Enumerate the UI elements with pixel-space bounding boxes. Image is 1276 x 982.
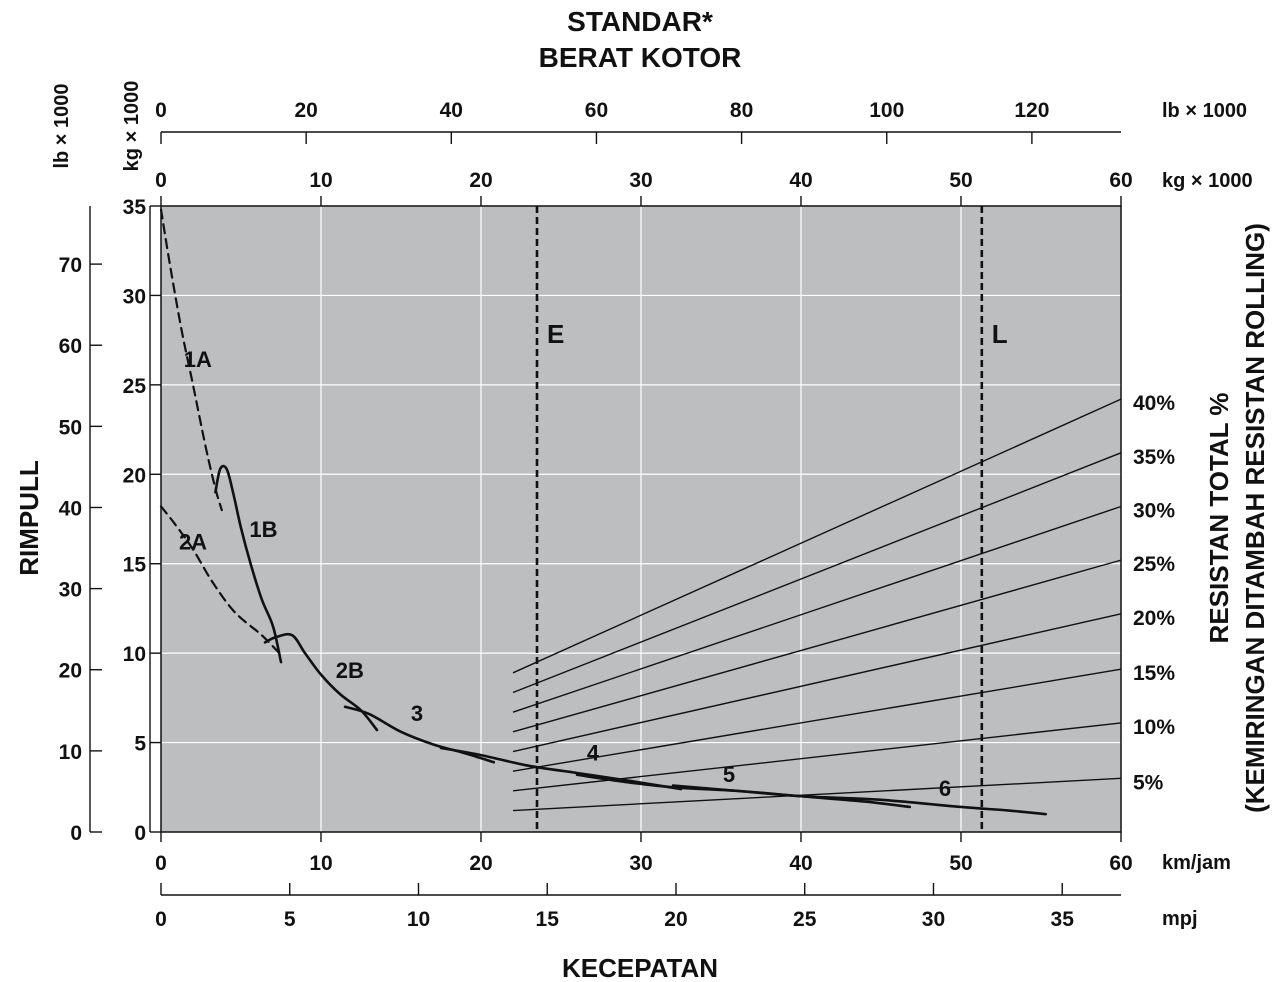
lb-unit-left-label: lb × 1000: [51, 83, 73, 168]
gear-curve-label-2A: 2A: [179, 529, 207, 554]
y-lb-tick-label: 10: [59, 741, 82, 764]
y-lb-tick-label: 0: [70, 822, 82, 845]
resistance-line-5pct: [512, 777, 1122, 812]
top-lb-unit-label: lb × 1000: [1162, 100, 1247, 122]
gear-curve-label-2B: 2B: [336, 658, 364, 683]
x-mph-tick-label: 25: [793, 908, 817, 931]
y-kg-tick-label: 35: [123, 196, 147, 219]
resistance-label-40pct: 40%: [1133, 392, 1175, 415]
top-kg-tick-label: 40: [789, 169, 812, 192]
top-lb-tick-label: 120: [1014, 99, 1049, 122]
resistance-label-30pct: 30%: [1133, 499, 1175, 522]
y-kg-tick-label: 25: [123, 375, 147, 398]
right-axis-label-1: RESISTAN TOTAL %: [1204, 393, 1234, 644]
y-kg-tick-label: 0: [134, 822, 146, 845]
y-kg-tick-label: 30: [123, 285, 146, 308]
x-kmh-tick-label: 40: [789, 852, 812, 875]
gear-curve-3: [343, 705, 496, 764]
y-lb-tick-label: 70: [59, 254, 82, 277]
top-lb-tick-label: 100: [869, 99, 904, 122]
gear-curve-label-4: 4: [587, 740, 600, 765]
x-kmh-tick-label: 20: [469, 852, 492, 875]
resistance-line-25pct: [512, 559, 1122, 733]
x-mph-tick-label: 5: [284, 908, 296, 931]
resistance-line-35pct: [512, 452, 1122, 694]
y-kg-tick-label: 15: [123, 554, 147, 577]
y-kg-tick-label: 20: [123, 464, 146, 487]
x-kmh-tick-label: 50: [949, 852, 972, 875]
y-lb-tick-label: 50: [59, 416, 82, 439]
top-lb-tick-label: 0: [155, 99, 167, 122]
x-kmh-tick-label: 60: [1109, 852, 1132, 875]
gear-curve-label-5: 5: [723, 762, 735, 787]
resistance-label-25pct: 25%: [1133, 553, 1175, 576]
gear-curve-label-1B: 1B: [249, 517, 277, 542]
gear-curve-6: [671, 784, 1048, 816]
y-lb-tick-label: 30: [59, 579, 82, 602]
resistance-label-10pct: 10%: [1133, 716, 1175, 739]
x-mph-tick-label: 20: [664, 908, 687, 931]
gear-curve-label-6: 6: [939, 776, 951, 801]
x-mph-tick-label: 35: [1051, 908, 1075, 931]
kg-unit-left-label: kg × 1000: [121, 81, 143, 172]
y-lb-tick-label: 20: [59, 660, 82, 683]
y-lb-tick-label: 60: [59, 335, 82, 358]
top-lb-tick-label: 80: [730, 99, 753, 122]
x-mph-tick-label: 15: [536, 908, 560, 931]
resistance-label-20pct: 20%: [1133, 607, 1175, 630]
right-axis-label-2: (KEMIRINGAN DITAMBAH RESISTAN ROLLING): [1240, 223, 1270, 813]
weight-line-label-L: L: [992, 319, 1008, 349]
top-kg-unit-label: kg × 1000: [1162, 170, 1253, 192]
top-kg-tick-label: 60: [1109, 169, 1132, 192]
gear-curve-4: [439, 746, 683, 791]
resistance-line-20pct: [512, 613, 1122, 753]
resistance-label-15pct: 15%: [1133, 662, 1175, 685]
x-kmh-tick-label: 30: [629, 852, 652, 875]
y-lb-tick-label: 40: [59, 497, 82, 520]
mph-unit-label: mpj: [1162, 908, 1198, 930]
x-mph-tick-label: 30: [922, 908, 945, 931]
top-lb-tick-label: 40: [440, 99, 463, 122]
gear-curve-2A: [159, 505, 283, 657]
resistance-line-15pct: [512, 668, 1122, 772]
top-kg-tick-label: 30: [629, 169, 652, 192]
x-axis-label: KECEPATAN: [562, 953, 718, 982]
top-kg-tick-label: 20: [469, 169, 492, 192]
resistance-label-35pct: 35%: [1133, 446, 1175, 469]
top-lb-tick-label: 60: [585, 99, 608, 122]
gear-curve-1B: [214, 464, 283, 664]
resistance-label-5pct: 5%: [1133, 771, 1164, 794]
gear-curve-label-3: 3: [411, 701, 423, 726]
x-mph-tick-label: 0: [155, 908, 167, 931]
weight-line-label-E: E: [547, 319, 564, 349]
top-kg-tick-label: 10: [309, 169, 332, 192]
kmh-unit-label: km/jam: [1162, 852, 1231, 874]
x-kmh-tick-label: 10: [309, 852, 332, 875]
chart-subtitle: BERAT KOTOR: [539, 42, 742, 73]
x-kmh-tick-label: 0: [155, 852, 167, 875]
y-axis-label: RIMPULL: [14, 460, 44, 576]
top-kg-tick-label: 50: [949, 169, 972, 192]
resistance-line-40pct: [512, 398, 1122, 674]
gear-curve-label-1A: 1A: [184, 347, 212, 372]
chart-title: STANDAR*: [567, 6, 713, 37]
x-mph-tick-label: 10: [407, 908, 430, 931]
gear-curve-2B: [263, 632, 379, 732]
resistance-line-30pct: [512, 505, 1122, 713]
y-kg-tick-label: 5: [134, 733, 146, 756]
top-kg-tick-label: 0: [155, 169, 167, 192]
y-kg-tick-label: 10: [123, 643, 146, 666]
top-lb-tick-label: 20: [294, 99, 317, 122]
